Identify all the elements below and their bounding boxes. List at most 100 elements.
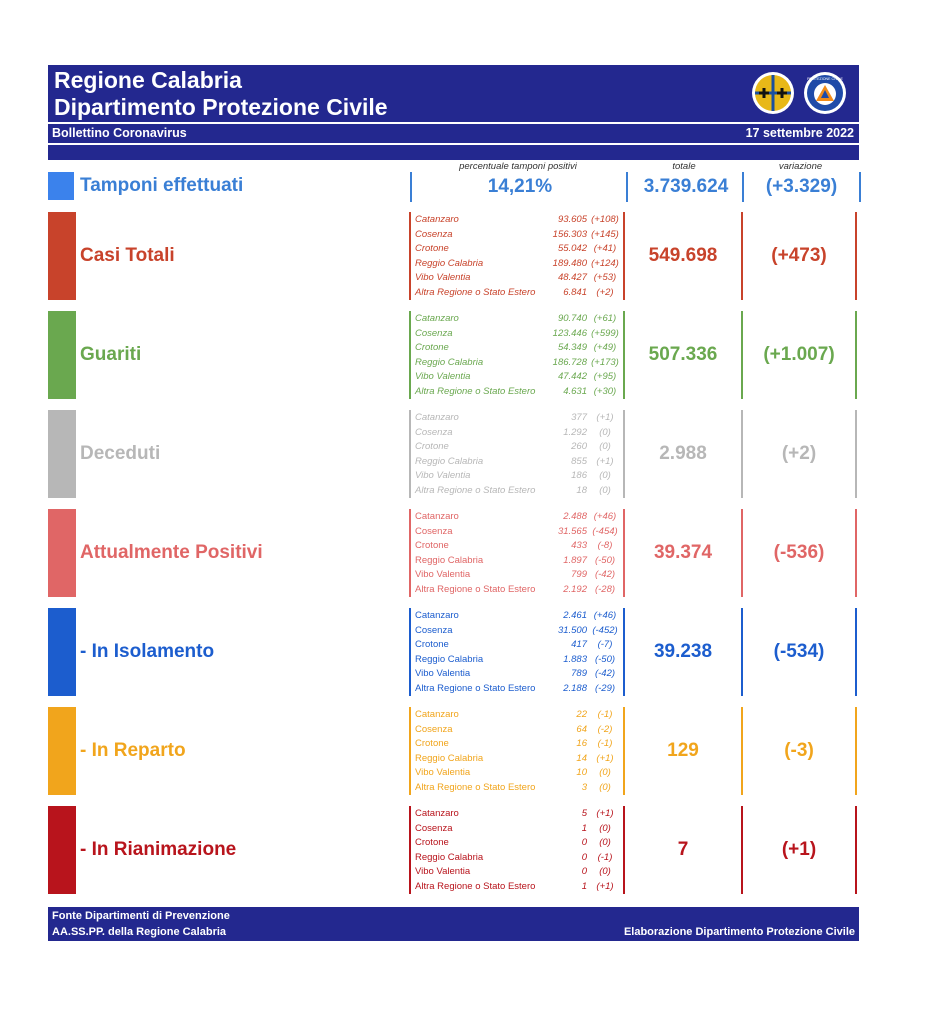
tamponi-label: Tamponi effettuati xyxy=(80,175,244,196)
category-total: 39.374 xyxy=(653,542,713,563)
province-name: Cosenza xyxy=(415,822,453,834)
category-color-bar xyxy=(48,212,76,300)
province-variation: (+173) xyxy=(591,356,619,368)
province-variation: (-1) xyxy=(597,738,613,749)
category-label: Guariti xyxy=(80,344,142,365)
region-coat-of-arms-icon xyxy=(752,72,794,114)
footer-banner: Fonte Dipartimenti di Prevenzione AA.SS.… xyxy=(48,907,859,941)
province-name: Vibo Valentia xyxy=(415,668,471,679)
category-label: Casi Totali xyxy=(80,245,175,266)
province-variation: (-452) xyxy=(592,624,618,636)
province-value: 6.841 xyxy=(563,286,587,298)
province-value: 0 xyxy=(581,837,587,848)
header-banner: Regione Calabria Dipartimento Protezione… xyxy=(48,65,859,143)
category-variation: (+473) xyxy=(741,212,857,300)
category-row: Casi Totali Catanzaro 93.605 (+108) Cosenza 1… xyxy=(48,212,859,300)
province-variation: (0) xyxy=(599,866,611,877)
province-value: 3 xyxy=(581,781,587,793)
category-row: Attualmente Positivi Catanzaro 2.488 (+46) C… xyxy=(48,509,859,597)
category-row: Guariti Catanzaro 90.740 (+61) Cosenza 123.44… xyxy=(48,311,859,399)
province-name: Reggio Calabria xyxy=(415,851,484,863)
province-variation: (+124) xyxy=(591,257,619,269)
province-name: Catanzaro xyxy=(415,412,459,423)
province-value: 1.897 xyxy=(563,554,587,566)
province-value: 156.303 xyxy=(552,228,587,240)
province-variation: (0) xyxy=(599,767,611,778)
header-band xyxy=(48,145,859,160)
province-variation: (+95) xyxy=(593,371,617,382)
province-value: 47.442 xyxy=(557,371,587,382)
province-value: 22 xyxy=(576,709,587,720)
province-variation: (0) xyxy=(599,837,611,848)
province-name: Cosenza xyxy=(415,525,453,537)
category-total: 7 xyxy=(677,839,689,860)
bulletin-date: 17 settembre 2022 xyxy=(745,126,854,140)
province-value: 186 xyxy=(571,470,587,481)
province-name: Reggio Calabria xyxy=(415,455,484,467)
province-name: Altra Regione o Stato Estero xyxy=(415,286,536,298)
province-name: Catanzaro xyxy=(415,808,459,819)
province-variation: (-29) xyxy=(594,682,616,694)
province-name: Cosenza xyxy=(415,327,453,339)
tamponi-positive-percentage: 14,21% xyxy=(410,172,628,202)
province-variation: (+49) xyxy=(593,342,617,353)
civil-protection-logo-icon: PROTEZIONE CIVILE xyxy=(804,72,846,114)
category-color-bar xyxy=(48,410,76,498)
province-value: 5 xyxy=(581,808,587,819)
province-name: Crotone xyxy=(415,639,449,650)
province-value: 54.349 xyxy=(557,342,587,353)
province-value: 4.631 xyxy=(563,385,587,397)
province-name: Crotone xyxy=(415,837,449,848)
province-breakdown: Catanzaro 93.605 (+108) Cosenza 156.303 (+145… xyxy=(409,212,625,300)
province-name: Crotone xyxy=(415,243,449,254)
category-color-bar xyxy=(48,311,76,399)
province-variation: (+30) xyxy=(593,385,617,397)
province-value: 123.446 xyxy=(552,327,587,339)
province-name: Cosenza xyxy=(415,426,453,438)
category-label: Deceduti xyxy=(80,443,161,464)
province-variation: (-7) xyxy=(597,639,613,650)
province-name: Cosenza xyxy=(415,723,453,735)
province-variation: (-454) xyxy=(592,525,618,537)
province-value: 16 xyxy=(576,738,587,749)
province-name: Cosenza xyxy=(415,228,453,240)
category-label: Attualmente Positivi xyxy=(80,542,263,563)
total-column-header: totale xyxy=(672,161,696,172)
province-variation: (-50) xyxy=(594,653,616,665)
province-value: 1.883 xyxy=(563,653,587,665)
province-variation: (+41) xyxy=(593,243,617,254)
province-name: Catanzaro xyxy=(415,313,459,324)
province-name: Altra Regione o Stato Estero xyxy=(415,781,536,793)
province-variation: (0) xyxy=(599,484,611,496)
province-variation: (+53) xyxy=(593,272,617,283)
province-variation: (+1) xyxy=(596,880,614,892)
province-value: 799 xyxy=(571,569,587,580)
province-value: 64 xyxy=(576,723,587,735)
province-variation: (-50) xyxy=(594,554,616,566)
category-row: Deceduti Catanzaro 377 (+1) Cosenza 1.292 (0) C… xyxy=(48,410,859,498)
province-name: Altra Regione o Stato Estero xyxy=(415,682,536,694)
header-divider xyxy=(48,122,859,124)
province-breakdown: Catanzaro 2.461 (+46) Cosenza 31.500 (-452) Cr… xyxy=(409,608,625,696)
province-value: 31.565 xyxy=(557,525,587,537)
province-name: Catanzaro xyxy=(415,610,459,621)
province-value: 10 xyxy=(576,767,587,778)
category-color-bar xyxy=(48,707,76,795)
province-name: Altra Regione o Stato Estero xyxy=(415,583,536,595)
province-breakdown: Catanzaro 90.740 (+61) Cosenza 123.446 (+599)… xyxy=(409,311,625,399)
province-name: Catanzaro xyxy=(415,214,459,225)
province-variation: (0) xyxy=(599,426,611,438)
province-variation: (+2) xyxy=(596,286,614,298)
province-value: 0 xyxy=(581,851,587,863)
province-name: Crotone xyxy=(415,540,449,551)
province-value: 93.605 xyxy=(557,214,587,225)
province-value: 31.500 xyxy=(557,624,587,636)
province-variation: (-42) xyxy=(594,668,616,679)
category-variation: (-3) xyxy=(741,707,857,795)
category-row: - In Rianimazione Catanzaro 5 (+1) Cosenza 1 (… xyxy=(48,806,859,894)
province-variation: (0) xyxy=(599,822,611,834)
province-variation: (-2) xyxy=(597,723,613,735)
category-total: 549.698 xyxy=(648,245,718,266)
category-color-bar xyxy=(48,509,76,597)
category-total: 507.336 xyxy=(648,344,718,365)
